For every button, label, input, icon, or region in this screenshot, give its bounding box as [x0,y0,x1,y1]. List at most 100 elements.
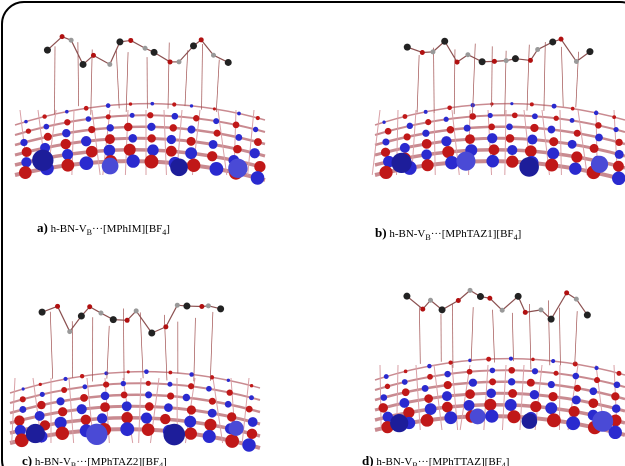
boron-atom [508,378,515,385]
nitrogen-atom [61,159,74,172]
boron-atom [82,384,87,389]
boron-atom [97,413,107,423]
nitrogen-atom [209,398,216,405]
boron-atom [101,392,110,401]
atom [455,60,460,65]
boron-atom [167,135,176,144]
caption-text: ···[MPhTAZ1][BF [431,228,514,240]
boron-atom [62,149,73,160]
lattice-line [375,370,625,390]
nitrogen-atom [105,134,115,144]
lattice-line [10,429,260,448]
boron-atom [510,102,513,105]
nitrogen-atom [100,402,110,412]
nitrogen-atom [185,427,197,439]
interaction-line [434,48,435,113]
interaction-line [512,313,513,361]
boron-atom [422,385,429,392]
interaction-line [544,42,545,111]
boron-atom [122,401,132,411]
nitrogen-atom [121,392,128,399]
bond [136,311,152,333]
nitrogen-atom [227,389,233,395]
interaction-line [50,312,52,379]
nitrogen-atom [58,407,67,416]
boron-atom [384,374,389,379]
lattice-line [375,382,625,400]
boron-atom [164,403,173,412]
atom [430,49,435,54]
nitrogen-atom [233,121,240,128]
atom [403,293,410,300]
nitrogen-atom [422,139,432,149]
nitrogen-atom [256,116,260,120]
boron-atom [237,112,241,116]
interaction-line [493,310,495,363]
boron-atom [35,411,45,421]
boron-atom [130,113,135,118]
atom [439,306,446,313]
boron-atom [185,147,197,159]
boron-atom [203,430,216,443]
atom [163,324,168,329]
boron-atom [441,136,451,146]
nitrogen-atom [103,381,109,387]
atom [456,152,475,171]
lattice-line [139,378,141,443]
atom [574,297,579,302]
boron-atom [444,411,457,424]
atom [211,53,216,58]
atom [538,307,543,312]
atom [110,316,117,323]
atom [190,42,197,49]
atom [91,53,96,58]
atom [477,293,484,300]
nitrogen-atom [467,369,473,375]
boron-atom [121,381,126,386]
boron-atom [530,390,539,399]
nitrogen-atom [508,367,515,374]
nitrogen-atom [19,166,32,179]
nitrogen-atom [142,423,155,436]
nitrogen-atom [213,107,216,110]
interaction-line [527,45,529,111]
nitrogen-atom [444,381,452,389]
boron-atom [506,124,513,131]
boron-atom [573,373,580,380]
boron-atom [210,162,224,176]
nitrogen-atom [549,137,558,146]
boron-atom [147,123,155,131]
boron-atom [65,110,69,114]
boron-atom [253,127,258,132]
boron-atom [22,387,25,390]
boron-atom [548,381,555,388]
nitrogen-atom [80,394,88,402]
nitrogen-atom [531,358,535,362]
lattice-line [15,115,265,135]
nitrogen-atom [129,102,132,105]
boron-atom [490,368,496,374]
figure: a) h-BN-VB···[MPhIM][BF4] b) h-BN-VB···[… [0,0,625,466]
nitrogen-atom [530,102,534,106]
page: {"panels": [ {"label": "a)", "caption": … [0,0,625,466]
atom [390,414,408,432]
atom [151,49,158,56]
nitrogen-atom [530,124,538,132]
nitrogen-atom [402,388,410,396]
boron-atom [589,387,597,395]
lattice-line [125,110,128,175]
nitrogen-atom [588,398,598,408]
atom [206,303,211,308]
boron-atom [464,400,475,411]
atom [592,411,613,432]
boron-atom [594,111,599,116]
atom [228,159,247,178]
nitrogen-atom [545,159,558,172]
boron-atom [40,392,45,397]
atom [492,59,497,64]
caption-text: h-BN-V [35,456,71,466]
structure-a [15,34,266,185]
nitrogen-atom [613,161,624,172]
boron-atom [425,403,437,415]
structure-c [10,303,260,452]
